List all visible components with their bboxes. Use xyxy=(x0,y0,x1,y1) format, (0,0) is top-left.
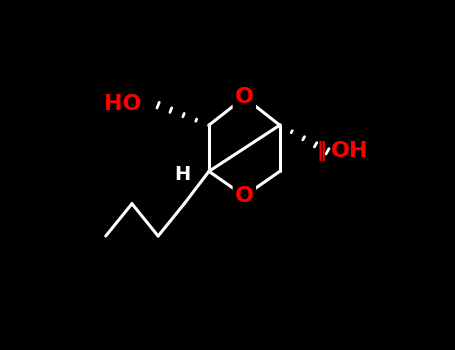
Text: HO: HO xyxy=(104,93,141,114)
Text: O: O xyxy=(235,88,254,107)
Text: ‖: ‖ xyxy=(316,141,326,161)
Text: OH: OH xyxy=(331,141,369,161)
Text: O: O xyxy=(235,186,254,206)
Text: H: H xyxy=(175,165,191,184)
